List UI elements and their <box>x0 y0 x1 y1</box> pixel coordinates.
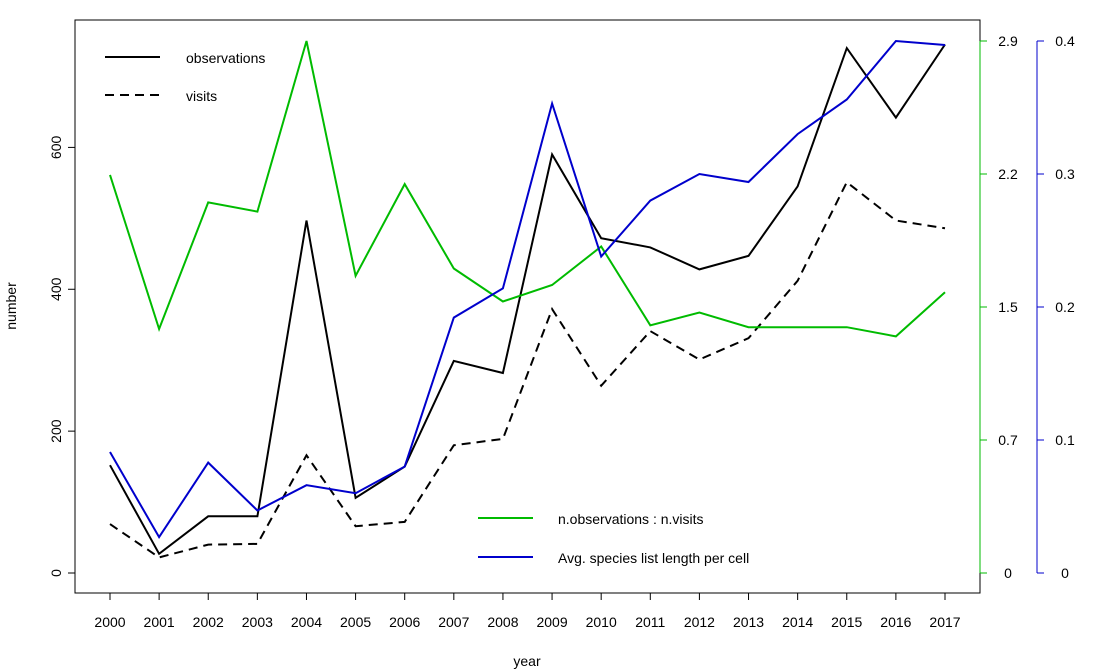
x-tick-label: 2015 <box>831 614 862 630</box>
x-tick-label: 2000 <box>94 614 125 630</box>
x-tick-label: 2014 <box>782 614 813 630</box>
x-tick-label: 2016 <box>880 614 911 630</box>
legend-top: observations visits <box>105 50 265 104</box>
x-tick-label: 2003 <box>242 614 273 630</box>
legend-label-species: Avg. species list length per cell <box>558 550 749 566</box>
right-tick-label: 0.2 <box>1055 299 1075 315</box>
x-tick-label: 2012 <box>684 614 715 630</box>
right-tick-label: 2.2 <box>998 166 1018 182</box>
x-tick-label: 2001 <box>144 614 175 630</box>
legend-bottom: n.observations : n.visits Avg. species l… <box>478 511 749 566</box>
right-tick-label: 0.3 <box>1055 166 1075 182</box>
right-tick-label: 1.5 <box>998 299 1018 315</box>
series-line-observations <box>109 43 946 556</box>
x-tick-label: 2017 <box>929 614 960 630</box>
y-tick-label: 0 <box>48 569 64 577</box>
legend-label-ratio: n.observations : n.visits <box>558 511 704 527</box>
right-tick-label: 0.7 <box>998 432 1018 448</box>
right-tick-label: 0.1 <box>1055 432 1075 448</box>
left-axis: 0 200 400 600 <box>48 136 75 577</box>
right-tick-label: 0 <box>1061 565 1069 581</box>
right-axis-green: 0 0.7 1.5 2.2 2.9 <box>979 33 1018 581</box>
x-tick-label: 2005 <box>340 614 371 630</box>
series-layer <box>109 39 946 559</box>
x-tick-label: 2009 <box>536 614 567 630</box>
x-tick-label: 2004 <box>291 614 322 630</box>
x-tick-label: 2011 <box>635 614 665 630</box>
series-line-avg-species-list-length-per-cell <box>109 39 946 540</box>
y-tick-label: 200 <box>48 419 64 443</box>
plot-frame <box>74 19 981 594</box>
right-tick-label: 2.9 <box>998 33 1018 49</box>
x-tick-label: 2007 <box>438 614 469 630</box>
series-line-n-observations-n-visits <box>109 40 946 338</box>
legend-label-visits: visits <box>186 88 217 104</box>
series-line-visits <box>109 180 946 559</box>
x-tick-label: 2013 <box>733 614 764 630</box>
y-tick-label: 600 <box>48 136 64 160</box>
x-axis: 2000 2001 2002 2003 2004 2005 2006 2007 2008 2009… <box>94 593 961 630</box>
x-tick-label: 2002 <box>193 614 224 630</box>
right-tick-label: 0 <box>1004 565 1012 581</box>
x-axis-title: year <box>513 653 541 669</box>
x-tick-label: 2010 <box>586 614 617 630</box>
legend-label-observations: observations <box>186 50 265 66</box>
right-tick-label: 0.4 <box>1055 33 1075 49</box>
y-axis-title: number <box>3 282 19 330</box>
x-tick-label: 2008 <box>487 614 518 630</box>
y-tick-label: 400 <box>48 277 64 301</box>
right-axis-blue: 0 0.1 0.2 0.3 0.4 <box>1036 33 1075 581</box>
x-tick-label: 2006 <box>389 614 420 630</box>
